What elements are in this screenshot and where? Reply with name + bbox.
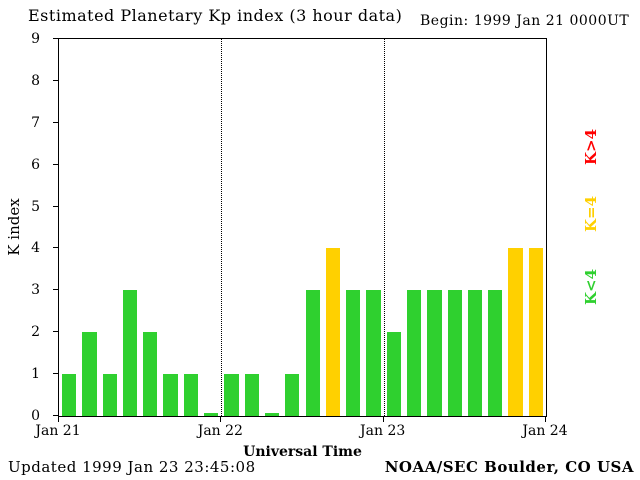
y-tick-label: 6 <box>31 156 40 173</box>
y-tick-mark <box>53 331 58 333</box>
kp-bar-3 <box>122 290 138 416</box>
kp-bar-5 <box>163 374 178 416</box>
kp-bar-10 <box>264 413 280 416</box>
legend-k-equal-4: K=4 <box>582 195 600 233</box>
y-tick-label: 1 <box>31 366 40 383</box>
kp-bar-9 <box>244 374 259 416</box>
y-tick-mark <box>53 373 58 375</box>
kp-bar-8 <box>224 374 239 416</box>
y-tick-mark <box>53 121 58 123</box>
x-tick-mark <box>545 417 546 422</box>
x-tick-label: Jan 23 <box>360 423 406 439</box>
y-tick-mark <box>53 289 58 291</box>
y-tick-mark <box>53 163 58 165</box>
y-tick-label: 2 <box>31 324 40 341</box>
kp-bar-2 <box>102 374 117 416</box>
kp-bar-18 <box>427 290 442 416</box>
y-axis-ticks: 0 1 2 3 4 5 6 7 8 9 <box>0 31 58 424</box>
x-tick-label: Jan 24 <box>522 423 568 439</box>
kp-bar-22 <box>508 248 523 416</box>
begin-label: Begin: <box>420 13 469 29</box>
x-tick-label: Jan 21 <box>35 423 81 439</box>
kp-bar-14 <box>346 290 361 416</box>
plot-area <box>58 38 547 417</box>
x-tick-label: Jan 22 <box>197 423 243 439</box>
y-tick-label: 0 <box>31 408 40 424</box>
x-tick-mark <box>58 417 59 422</box>
kp-bar-16 <box>386 332 401 416</box>
y-tick-mark <box>53 79 58 81</box>
kp-bar-1 <box>82 332 97 416</box>
kp-bar-15 <box>366 290 381 416</box>
y-tick-mark <box>53 38 58 39</box>
y-tick-label: 3 <box>31 282 40 299</box>
begin-value: 1999 Jan 21 0000UT <box>473 13 630 29</box>
y-tick-label: 7 <box>31 114 40 131</box>
kp-bar-7 <box>204 413 219 416</box>
kp-bar-0 <box>62 374 77 416</box>
kp-bar-6 <box>183 374 199 416</box>
source-credit: NOAA/SEC Boulder, CO USA <box>384 458 634 476</box>
kp-bar-20 <box>467 290 483 416</box>
day-boundary-line <box>383 39 385 416</box>
y-tick-mark <box>53 205 58 207</box>
y-tick-mark <box>53 247 58 249</box>
kp-bar-23 <box>528 248 543 416</box>
kp-bar-13 <box>325 248 341 416</box>
kp-bar-17 <box>406 290 422 416</box>
kp-bar-11 <box>285 374 300 416</box>
chart-title: Estimated Planetary Kp index (3 hour dat… <box>28 6 403 25</box>
kp-bar-21 <box>488 290 503 416</box>
begin-timestamp: Begin: 1999 Jan 21 0000UT <box>420 13 629 29</box>
updated-timestamp: Updated 1999 Jan 23 23:45:08 <box>8 458 256 476</box>
y-tick-mark <box>53 415 58 416</box>
x-axis-label: Universal Time <box>243 444 362 460</box>
legend-k-below-4: K<4 <box>582 268 600 306</box>
x-axis-ticks: Jan 21 Jan 22 Jan 23 Jan 24 <box>35 417 568 443</box>
kp-bar-12 <box>305 290 320 416</box>
y-tick-label: 8 <box>31 72 40 89</box>
x-tick-mark <box>220 417 222 422</box>
y-tick-label: 9 <box>31 31 40 47</box>
y-tick-label: 5 <box>31 198 40 215</box>
kp-bar-4 <box>143 332 158 416</box>
kp-bar-19 <box>447 290 462 416</box>
day-boundary-line <box>221 39 223 416</box>
y-tick-label: 4 <box>31 240 40 257</box>
x-tick-mark <box>382 417 384 422</box>
legend-k-above-4: K>4 <box>582 128 600 166</box>
